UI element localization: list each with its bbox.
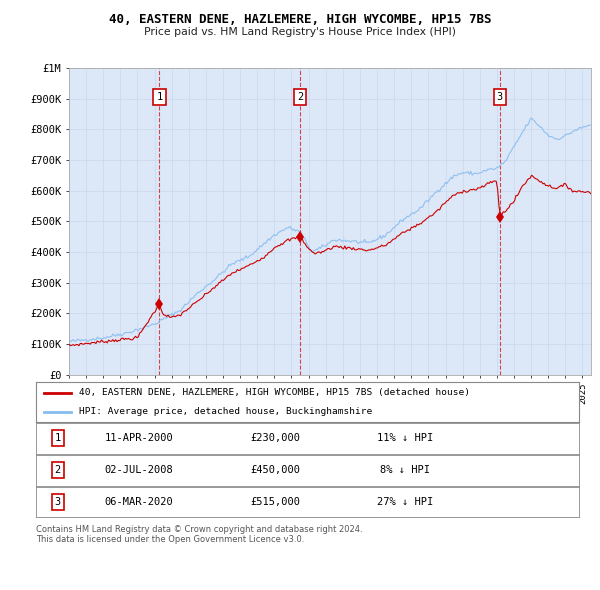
Text: 2: 2 xyxy=(55,466,61,475)
Text: 1: 1 xyxy=(156,92,163,102)
Text: 40, EASTERN DENE, HAZLEMERE, HIGH WYCOMBE, HP15 7BS (detached house): 40, EASTERN DENE, HAZLEMERE, HIGH WYCOMB… xyxy=(79,388,470,397)
Text: 11% ↓ HPI: 11% ↓ HPI xyxy=(377,434,433,443)
Text: 02-JUL-2008: 02-JUL-2008 xyxy=(105,466,173,475)
Text: 3: 3 xyxy=(497,92,503,102)
Text: 40, EASTERN DENE, HAZLEMERE, HIGH WYCOMBE, HP15 7BS: 40, EASTERN DENE, HAZLEMERE, HIGH WYCOMB… xyxy=(109,13,491,26)
Text: HPI: Average price, detached house, Buckinghamshire: HPI: Average price, detached house, Buck… xyxy=(79,407,373,417)
Text: Contains HM Land Registry data © Crown copyright and database right 2024.
This d: Contains HM Land Registry data © Crown c… xyxy=(36,525,362,544)
Text: £515,000: £515,000 xyxy=(250,497,300,507)
Text: £450,000: £450,000 xyxy=(250,466,300,475)
Text: 2: 2 xyxy=(297,92,303,102)
Text: 8% ↓ HPI: 8% ↓ HPI xyxy=(380,466,430,475)
Text: Price paid vs. HM Land Registry's House Price Index (HPI): Price paid vs. HM Land Registry's House … xyxy=(144,27,456,37)
Text: 1: 1 xyxy=(55,434,61,443)
Text: 27% ↓ HPI: 27% ↓ HPI xyxy=(377,497,433,507)
Text: 11-APR-2000: 11-APR-2000 xyxy=(105,434,173,443)
Text: £230,000: £230,000 xyxy=(250,434,300,443)
Text: 06-MAR-2020: 06-MAR-2020 xyxy=(105,497,173,507)
Text: 3: 3 xyxy=(55,497,61,507)
